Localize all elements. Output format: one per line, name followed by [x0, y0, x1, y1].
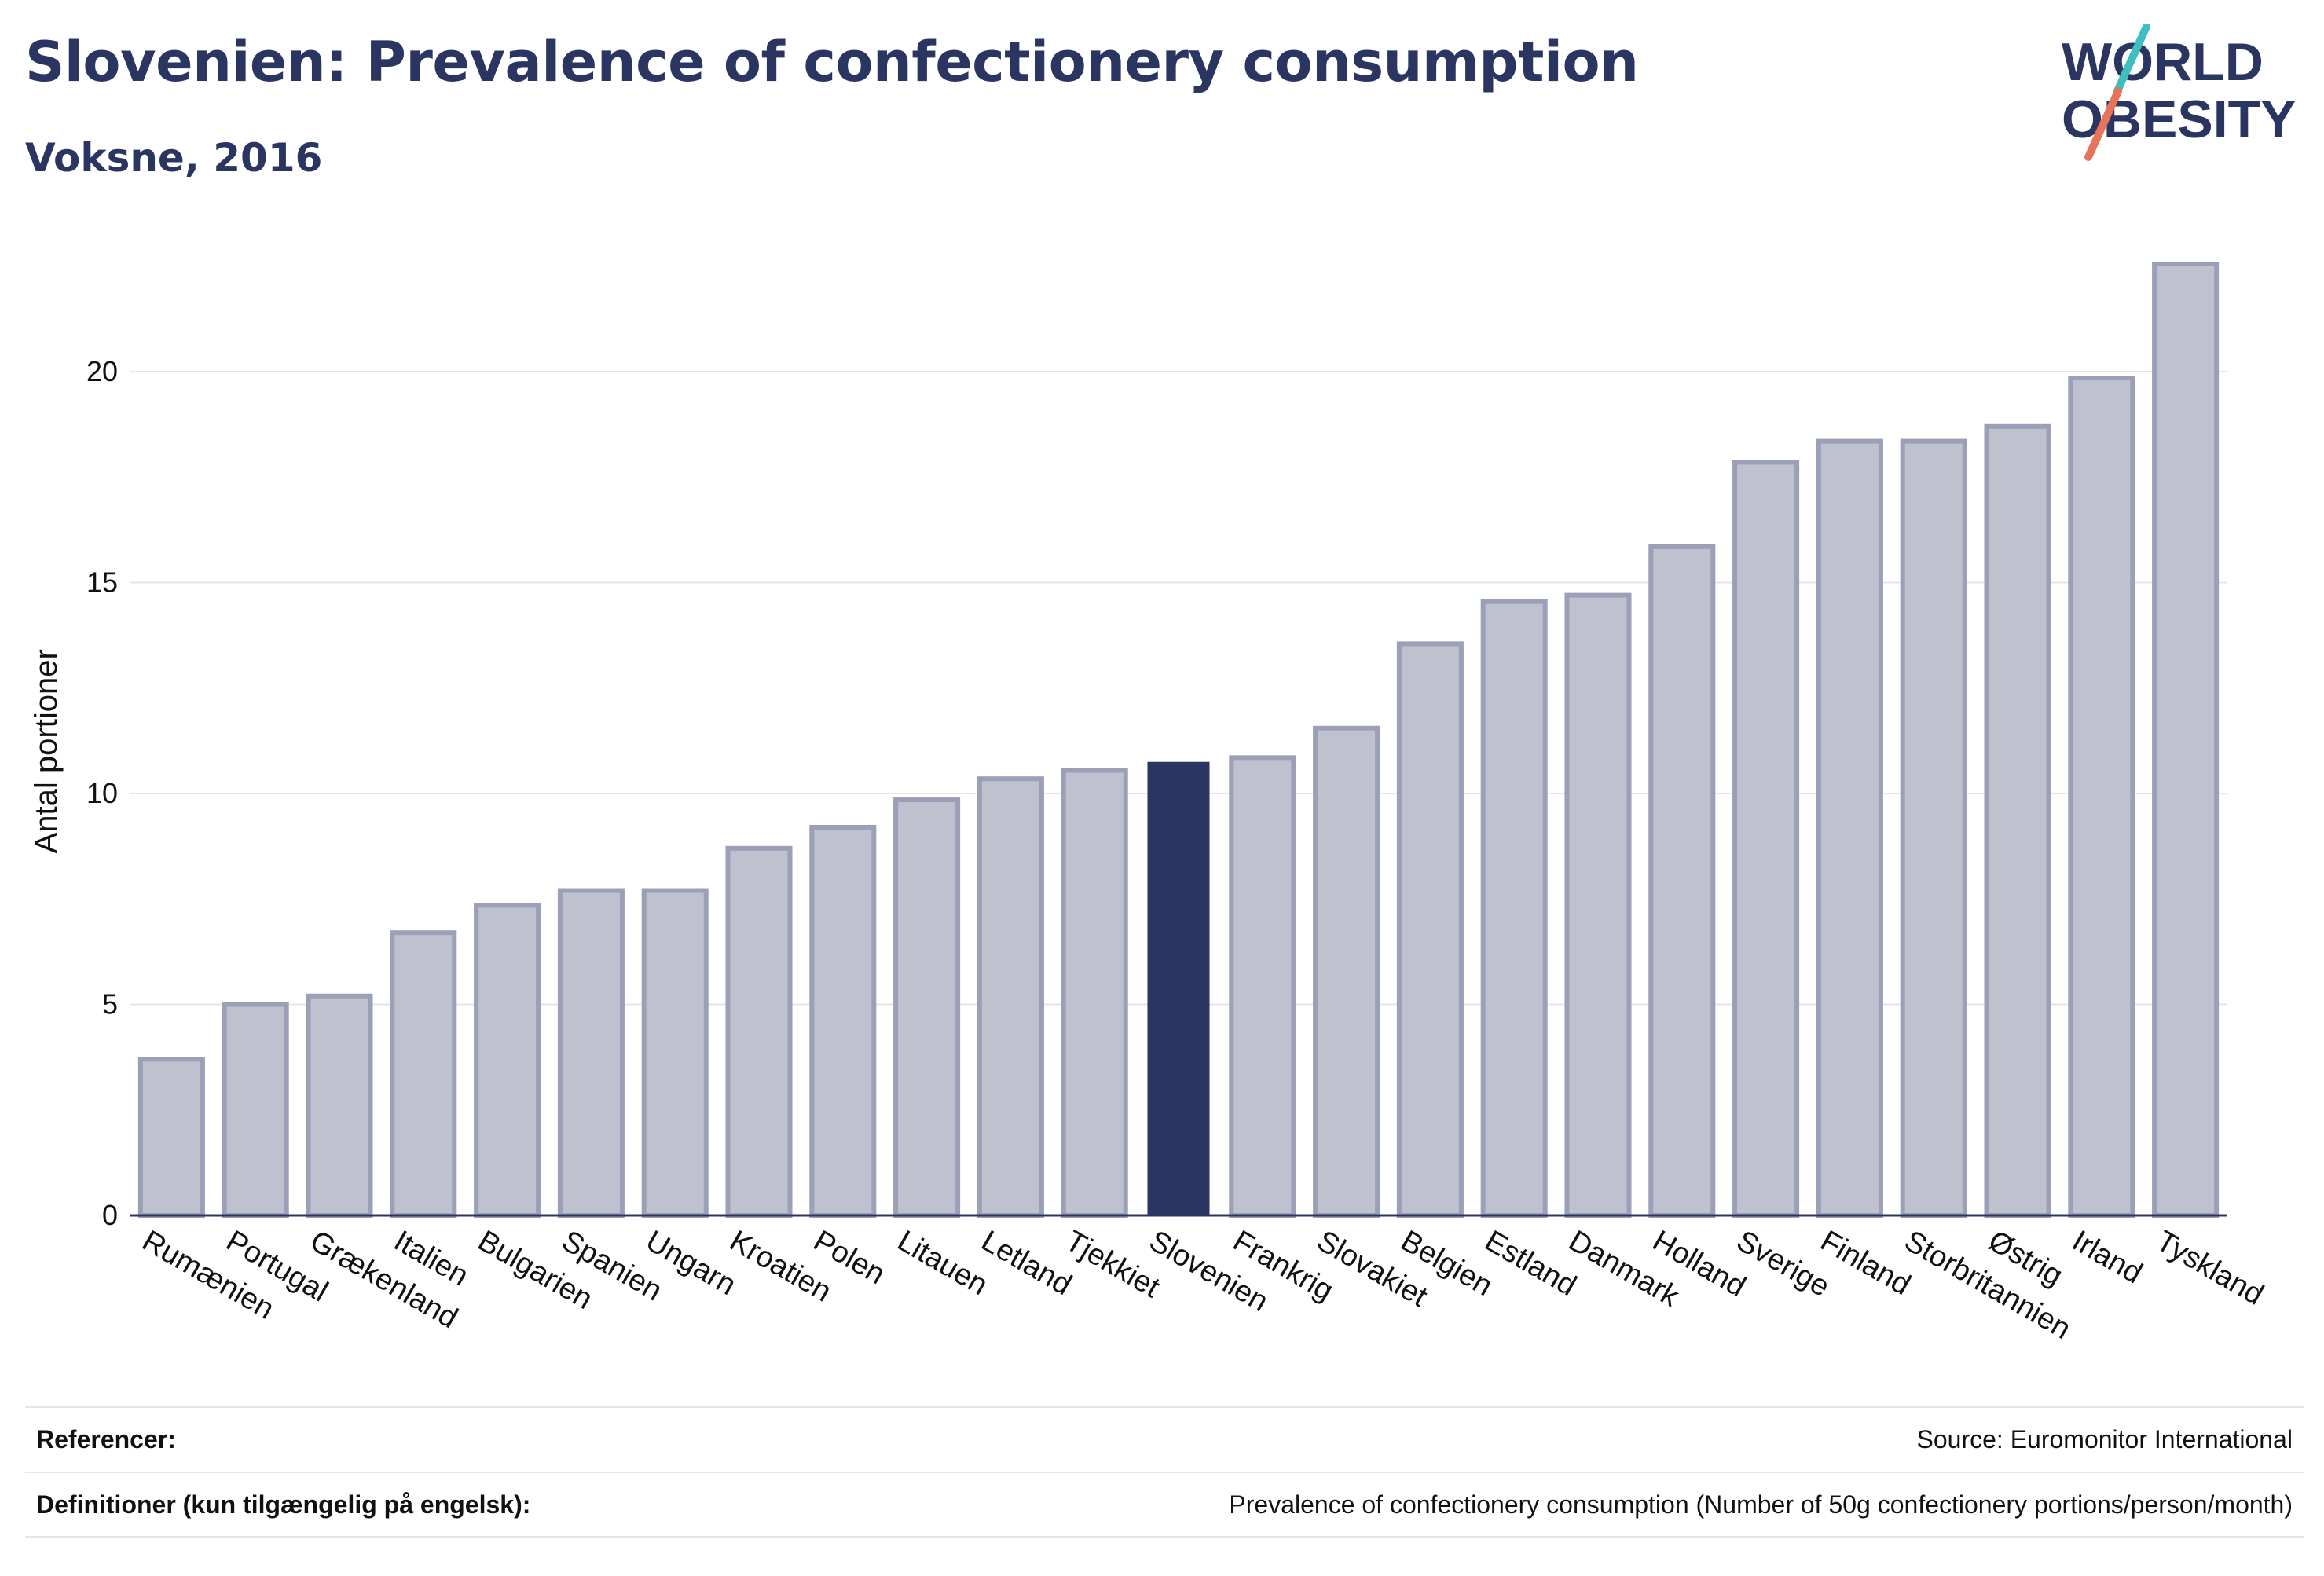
bar	[1732, 460, 1800, 1218]
x-tick-label: Letland	[976, 1224, 1077, 1302]
y-axis-label: Antal portioner	[29, 649, 64, 853]
bar	[977, 776, 1044, 1218]
logo-slash-bottom	[2084, 87, 2122, 161]
bar	[222, 1002, 289, 1218]
y-tick-label: 10	[86, 777, 118, 809]
footer-divider	[25, 1536, 2304, 1538]
x-tick-label: Estland	[1479, 1224, 1582, 1303]
bar	[1816, 438, 1883, 1218]
bar	[641, 888, 709, 1218]
definitions-value: Prevalence of confectionery consumption …	[1229, 1490, 2293, 1519]
bar	[2068, 376, 2135, 1218]
x-tick-label: Sverige	[1731, 1224, 1835, 1303]
bar	[1900, 438, 1967, 1218]
y-tick-label: 20	[86, 355, 118, 387]
x-tick-label: Tjekkiet	[1060, 1224, 1166, 1304]
bar	[474, 903, 541, 1219]
bar	[725, 845, 793, 1219]
references-value: Source: Euromonitor International	[1916, 1425, 2293, 1453]
bar	[893, 797, 961, 1218]
bar	[390, 930, 457, 1218]
chart-title: Slovenien: Prevalence of confectionery c…	[25, 30, 1639, 94]
world-obesity-logo: WORLD OBESITY	[2062, 24, 2297, 161]
bar	[1229, 755, 1296, 1218]
bar	[1396, 641, 1464, 1218]
logo-word-obesity: OBESITY	[2062, 90, 2297, 149]
references-label: Referencer:	[36, 1425, 176, 1453]
chart-subtitle: Voksne, 2016	[25, 135, 323, 181]
definitions-label: Definitioner (kun tilgængelig på engelsk…	[36, 1490, 531, 1519]
x-tick-label: Litauen	[892, 1224, 993, 1302]
footer-references-row: Referencer: Source: Euromonitor Internat…	[25, 1406, 2304, 1472]
bar	[1147, 761, 1210, 1215]
bar	[809, 824, 877, 1218]
bar	[1480, 599, 1548, 1218]
y-tick-label: 5	[102, 988, 118, 1021]
x-tick-label: Finland	[1815, 1224, 1916, 1302]
bar	[1061, 768, 1128, 1218]
x-tick-label: Irland	[2066, 1224, 2147, 1290]
bar	[137, 1057, 205, 1219]
footer-definitions-row: Definitioner (kun tilgængelig på engelsk…	[25, 1472, 2304, 1538]
y-tick-label: 0	[102, 1199, 118, 1231]
bar	[1648, 544, 1716, 1218]
bar	[557, 888, 625, 1218]
bar	[1313, 725, 1380, 1218]
y-tick-label: 15	[86, 566, 118, 599]
logo-word-world: WORLD	[2062, 32, 2264, 92]
x-tick-label: Tyskland	[2150, 1224, 2269, 1311]
bar	[1564, 592, 1632, 1218]
bar	[2152, 262, 2220, 1219]
logo-slash-top	[2113, 24, 2150, 97]
bar	[306, 993, 373, 1218]
bar	[1984, 423, 2051, 1218]
